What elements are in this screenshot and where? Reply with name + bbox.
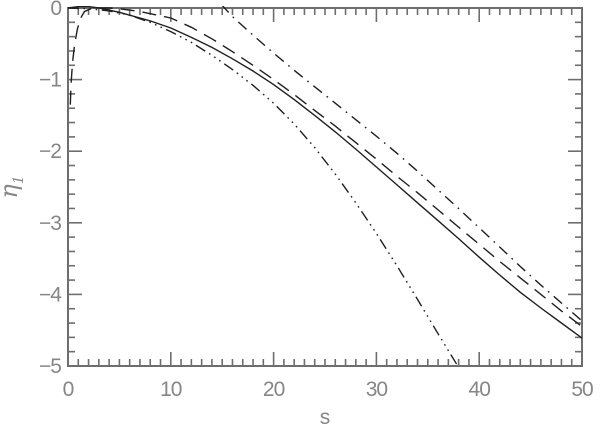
y-tick-label: 0 [50, 0, 61, 20]
curve-dash-dot-dot-dot [68, 7, 459, 366]
x-tick-label: 0 [63, 378, 74, 401]
x-axis-title: s [320, 406, 331, 429]
y-tick-label: −5 [39, 355, 61, 378]
x-tick-label: 50 [571, 378, 593, 401]
x-tick-label: 30 [366, 378, 388, 401]
y-axis-title: η1 [0, 175, 27, 198]
y-tick-label: −2 [39, 140, 61, 163]
curve-solid [68, 6, 582, 339]
x-tick-label: 20 [263, 378, 285, 401]
y-axis-title-symbol: η [0, 184, 23, 199]
y-tick-labels: 0 −1 −2 −3 −4 −5 [39, 0, 63, 378]
y-axis-title-subscript: 1 [11, 175, 27, 184]
curve-dashed [69, 7, 582, 328]
x-tick-label: 40 [469, 378, 491, 401]
x-tick-labels: 0 10 20 30 40 50 [63, 378, 594, 401]
plot-frame [67, 7, 583, 367]
y-tick-label: −4 [39, 283, 62, 306]
y-tick-label: −3 [39, 212, 61, 235]
curve-dash-dot [221, 6, 582, 322]
curves [68, 6, 582, 366]
x-tick-label: 10 [160, 378, 182, 401]
y-tick-label: −1 [39, 69, 61, 92]
